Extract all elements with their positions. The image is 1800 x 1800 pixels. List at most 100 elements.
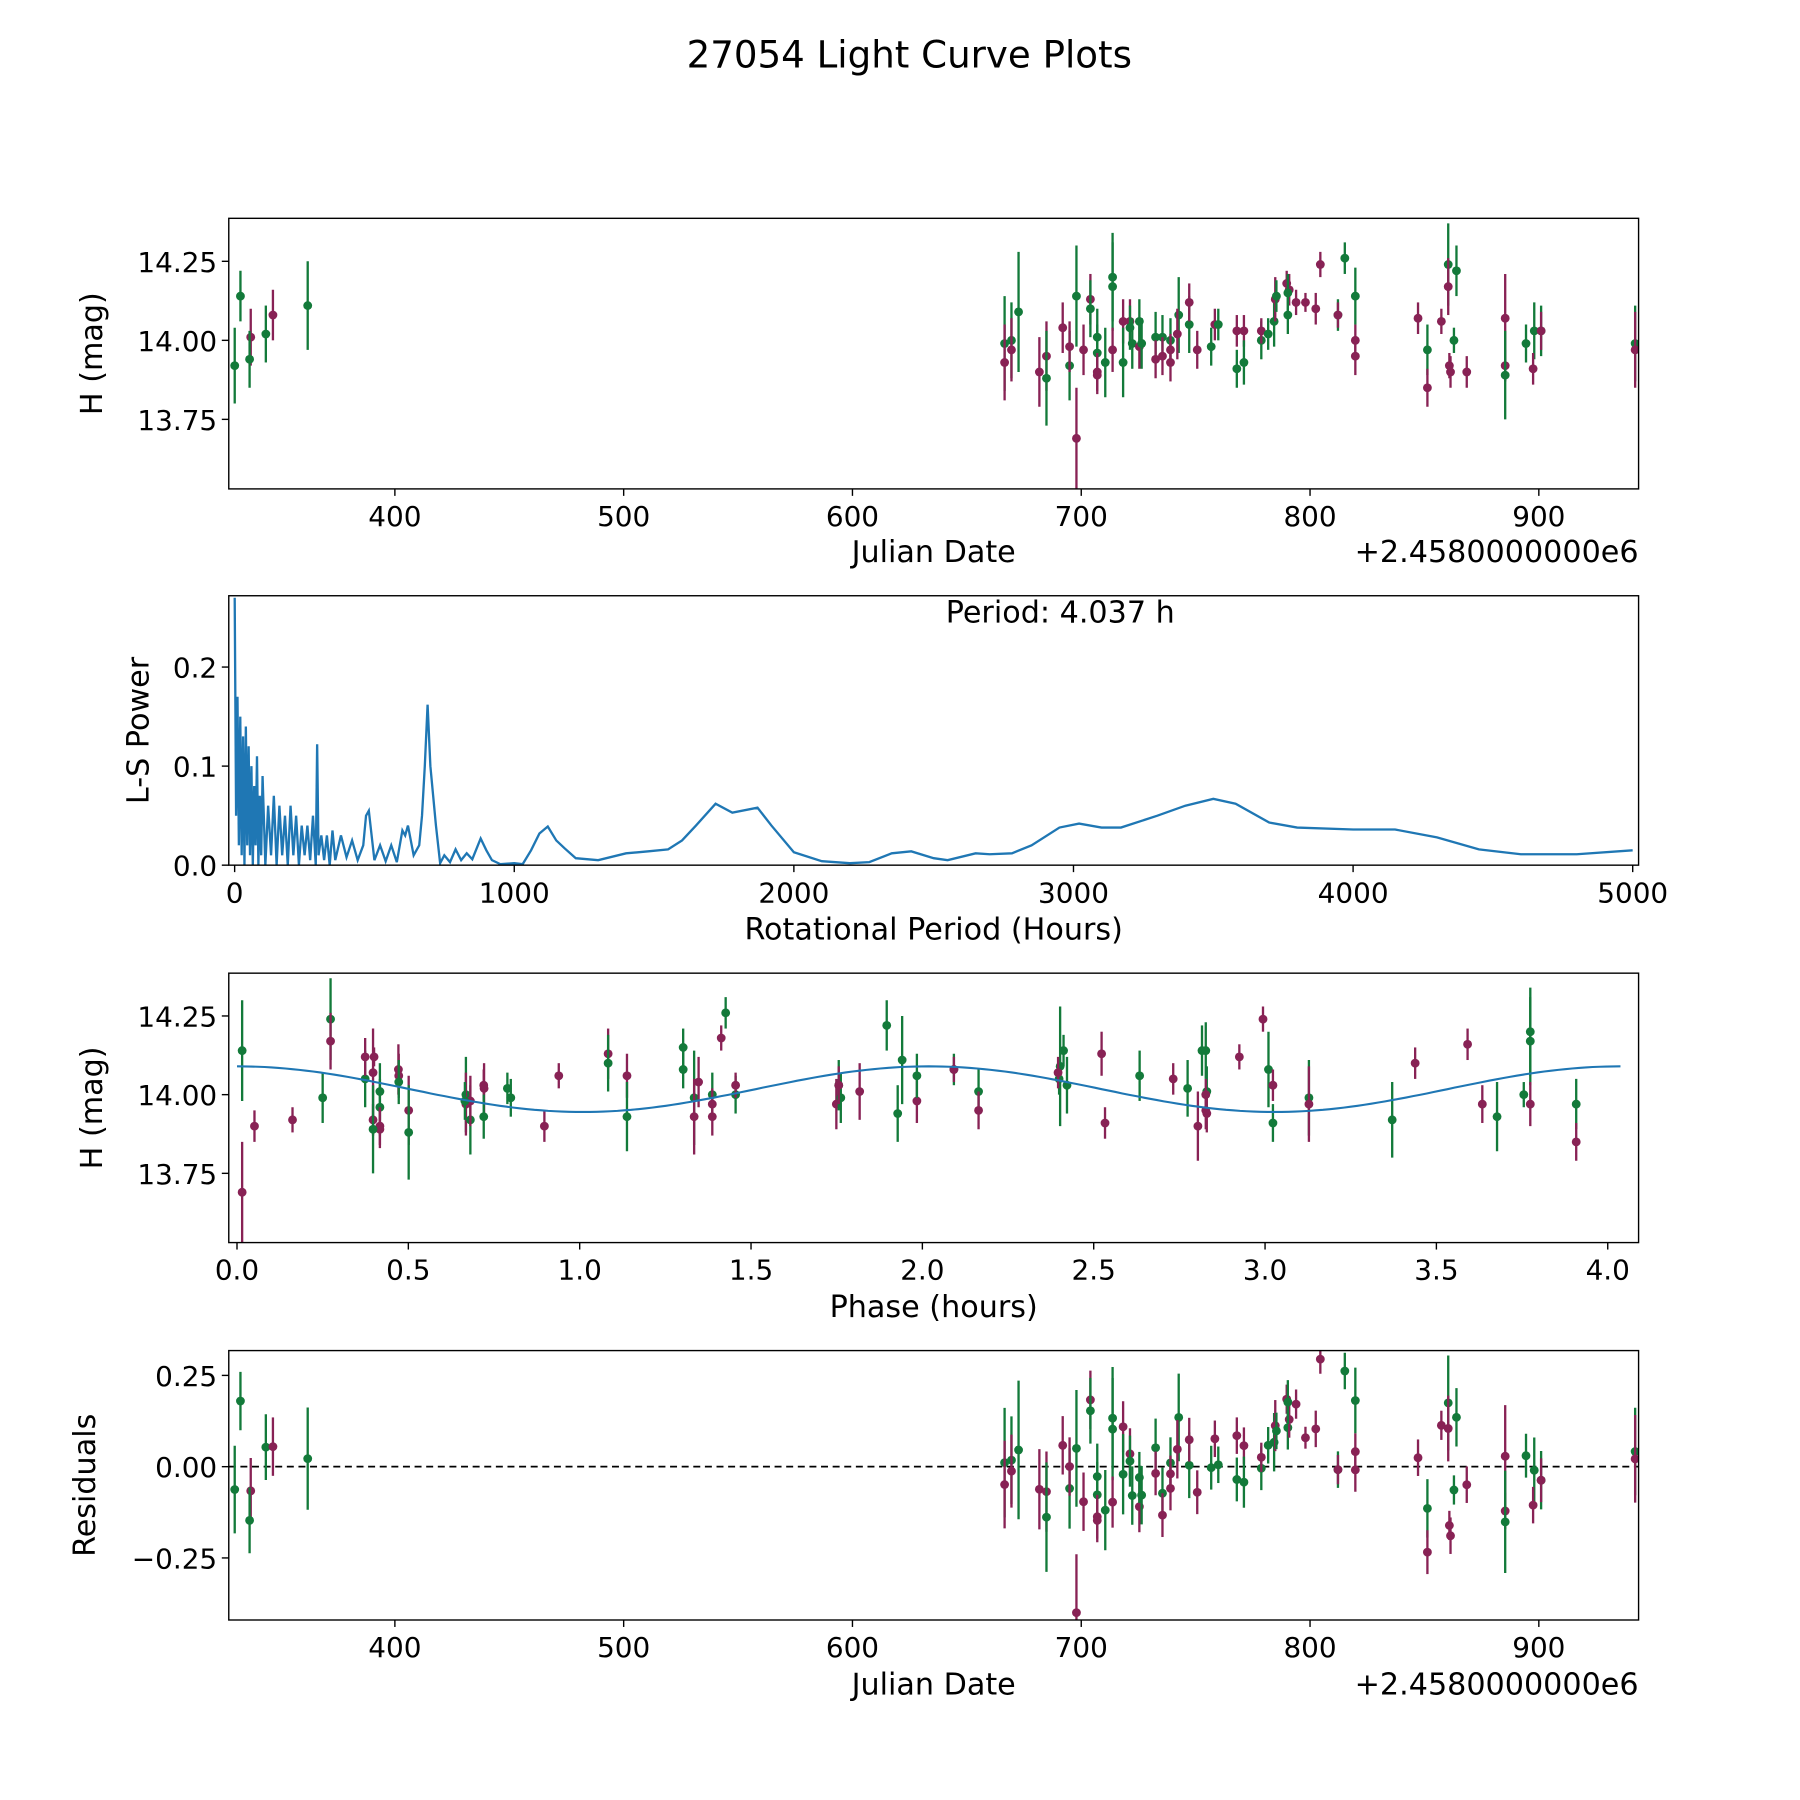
data-point bbox=[1127, 339, 1137, 348]
y-tick-label: 13.75 bbox=[137, 1158, 217, 1191]
panel-periodogram: 0 1000 2000 3000 4000 5000 0.0 0.1 0.2 Rotational… bbox=[122, 595, 1668, 947]
phased-point bbox=[394, 1077, 404, 1087]
y-tick-label: 14.25 bbox=[137, 1000, 217, 1033]
x-offset-text: +2.4580000000e6 bbox=[1355, 1667, 1639, 1702]
x-axis-label: Julian Date bbox=[850, 535, 1016, 570]
panel-residuals: 400 500 600 700 800 900 −0.25 0.00 0.25 Julian Da… bbox=[68, 1349, 1640, 1702]
data-point bbox=[1065, 342, 1074, 352]
residual-point bbox=[1528, 1500, 1538, 1510]
data-point bbox=[1340, 253, 1350, 263]
y-tick-label: −0.25 bbox=[132, 1542, 217, 1575]
data-point bbox=[1413, 313, 1423, 323]
phased-point bbox=[554, 1071, 564, 1081]
residual-point bbox=[1232, 1431, 1242, 1441]
residual-point bbox=[1092, 1515, 1102, 1525]
data-point bbox=[1184, 297, 1194, 307]
data-point bbox=[1333, 310, 1343, 320]
residual-point bbox=[1014, 1445, 1023, 1455]
data-point bbox=[1239, 326, 1249, 336]
phased-point bbox=[1135, 1071, 1145, 1081]
phased-point bbox=[1463, 1039, 1472, 1049]
data-point bbox=[1521, 339, 1531, 348]
phased-point bbox=[1097, 1049, 1107, 1059]
data-point bbox=[1443, 282, 1453, 292]
residual-point bbox=[1291, 1399, 1301, 1409]
x-offset-text: +2.4580000000e6 bbox=[1355, 535, 1639, 570]
residual-point bbox=[1151, 1468, 1161, 1478]
y-axis-label: H (mag) bbox=[75, 1046, 110, 1169]
residual-point bbox=[1000, 1480, 1010, 1489]
phased-point bbox=[912, 1071, 922, 1081]
phased-point bbox=[974, 1105, 983, 1115]
phased-point bbox=[326, 1036, 335, 1046]
phased-point bbox=[375, 1124, 385, 1134]
data-point bbox=[1232, 364, 1242, 374]
residual-point bbox=[1210, 1434, 1220, 1444]
phased-point bbox=[678, 1065, 688, 1074]
residual-point bbox=[1118, 1469, 1128, 1479]
residual-point bbox=[1174, 1413, 1184, 1422]
residual-point bbox=[1072, 1608, 1081, 1618]
x-tick-label: 800 bbox=[1283, 1631, 1336, 1664]
residual-point bbox=[1529, 1465, 1539, 1475]
phased-point bbox=[834, 1080, 844, 1090]
data-point bbox=[1263, 329, 1273, 339]
residual-point bbox=[1350, 1465, 1360, 1475]
y-tick-label: 14.00 bbox=[137, 325, 217, 358]
residual-point bbox=[1184, 1460, 1194, 1470]
phased-point bbox=[506, 1093, 516, 1103]
phased-point bbox=[603, 1058, 613, 1068]
phased-point bbox=[360, 1052, 370, 1062]
phased-point bbox=[288, 1115, 297, 1125]
axes-frame bbox=[228, 595, 1640, 866]
y-tick-label: 14.00 bbox=[137, 1079, 217, 1112]
data-point bbox=[1174, 310, 1184, 320]
data-point bbox=[1350, 351, 1360, 361]
data-point bbox=[1449, 335, 1459, 345]
data-point bbox=[1500, 313, 1510, 323]
x-tick-label: 600 bbox=[826, 500, 879, 533]
phased-point bbox=[1234, 1052, 1244, 1062]
y-axis-label: Residuals bbox=[68, 1414, 103, 1557]
data-point bbox=[1014, 307, 1023, 317]
phased-point bbox=[1525, 1099, 1535, 1109]
phased-point bbox=[912, 1096, 922, 1106]
residual-point bbox=[1422, 1547, 1432, 1557]
x-tick-label: 2.0 bbox=[900, 1254, 944, 1287]
phased-point bbox=[1410, 1058, 1420, 1068]
y-tick-label: 0.2 bbox=[173, 652, 217, 685]
axes-frame bbox=[228, 972, 1640, 1244]
phased-point bbox=[1571, 1137, 1581, 1147]
phased-point bbox=[368, 1124, 378, 1134]
x-tick-label: 1000 bbox=[479, 876, 550, 909]
data-point bbox=[1072, 291, 1081, 301]
residual-point bbox=[1108, 1497, 1118, 1507]
residual-point bbox=[1100, 1505, 1110, 1515]
residual-point bbox=[1239, 1441, 1249, 1451]
residual-point bbox=[1630, 1454, 1639, 1464]
data-point bbox=[1000, 358, 1010, 367]
x-tick-label: 400 bbox=[368, 1631, 421, 1664]
phased-point bbox=[1519, 1090, 1529, 1100]
residual-point bbox=[1333, 1465, 1343, 1475]
residual-point bbox=[1521, 1451, 1531, 1461]
phased-point bbox=[897, 1055, 907, 1065]
residual-point bbox=[1034, 1484, 1044, 1494]
axes-frame bbox=[228, 217, 1640, 490]
phased-point bbox=[1193, 1121, 1203, 1131]
residual-point bbox=[1007, 1466, 1016, 1476]
residual-point bbox=[1206, 1463, 1216, 1473]
residual-point bbox=[1065, 1462, 1074, 1471]
x-tick-label: 500 bbox=[597, 1631, 650, 1664]
phased-point bbox=[1168, 1074, 1178, 1084]
residual-point bbox=[1301, 1433, 1310, 1443]
residual-point bbox=[1058, 1440, 1068, 1450]
x-tick-label: 700 bbox=[1055, 1631, 1108, 1664]
residual-point bbox=[1436, 1420, 1446, 1430]
data-point bbox=[1192, 345, 1202, 355]
phased-point bbox=[539, 1121, 549, 1131]
phased-point bbox=[622, 1112, 632, 1122]
residual-point bbox=[1042, 1512, 1051, 1522]
residual-point bbox=[1340, 1366, 1350, 1376]
data-point bbox=[1100, 358, 1110, 367]
